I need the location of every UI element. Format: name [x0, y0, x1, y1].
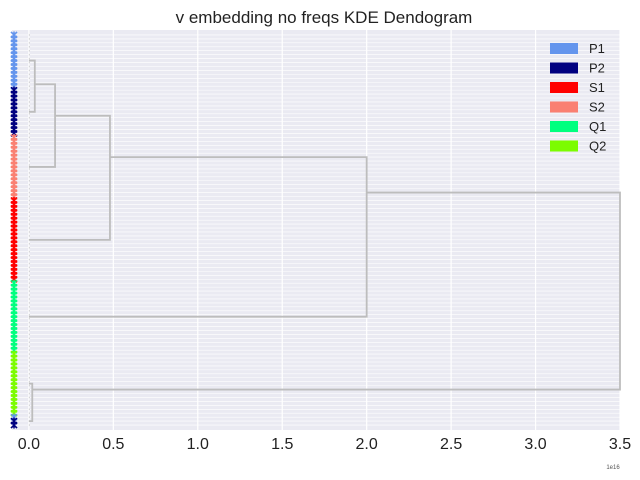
- x-tick-label: 3.0: [524, 436, 546, 453]
- legend-label: Q2: [589, 139, 606, 154]
- dendrogram-link: [28, 114, 111, 241]
- x-axis-ticks: 0.0 0.5 1.0 1.5 2.0 2.5 3.0 3.5: [18, 436, 631, 453]
- dendrogram-link: [28, 59, 36, 113]
- legend-label: S2: [589, 100, 605, 115]
- leaf-markers: [10, 31, 18, 429]
- x-tick-label: 1.0: [187, 436, 209, 453]
- legend-label: P2: [589, 61, 605, 76]
- dendrogram-link: [28, 156, 368, 318]
- leaf-marker: [10, 421, 18, 429]
- chart-title: v embedding no freqs KDE Dendogram: [176, 8, 473, 27]
- dendrogram-link: [32, 191, 621, 391]
- legend-swatch: [550, 140, 578, 152]
- legend-label: S1: [589, 80, 605, 95]
- x-tick-label: 2.0: [356, 436, 378, 453]
- x-tick-label: 0.5: [102, 436, 124, 453]
- legend-swatch: [550, 62, 578, 74]
- legend-swatch: [550, 121, 578, 132]
- legend-label: P1: [589, 41, 605, 56]
- legend-label: Q1: [589, 119, 606, 134]
- dendrogram-link: [28, 382, 34, 422]
- legend-swatch: [550, 101, 578, 113]
- legend-swatch: [550, 82, 578, 93]
- x-tick-label: 3.5: [609, 436, 631, 453]
- x-tick-label: 2.5: [440, 436, 462, 453]
- dendrogram-links: [28, 34, 621, 426]
- x-tick-label: 1.5: [271, 436, 293, 453]
- legend-swatch: [550, 43, 578, 54]
- x-axis-offset-label: 1e16: [606, 465, 620, 471]
- x-tick-label: 0.0: [18, 436, 40, 453]
- dendrogram-link: [28, 83, 56, 168]
- legend: P1 P2 S1 S2 Q1 Q2: [550, 41, 606, 154]
